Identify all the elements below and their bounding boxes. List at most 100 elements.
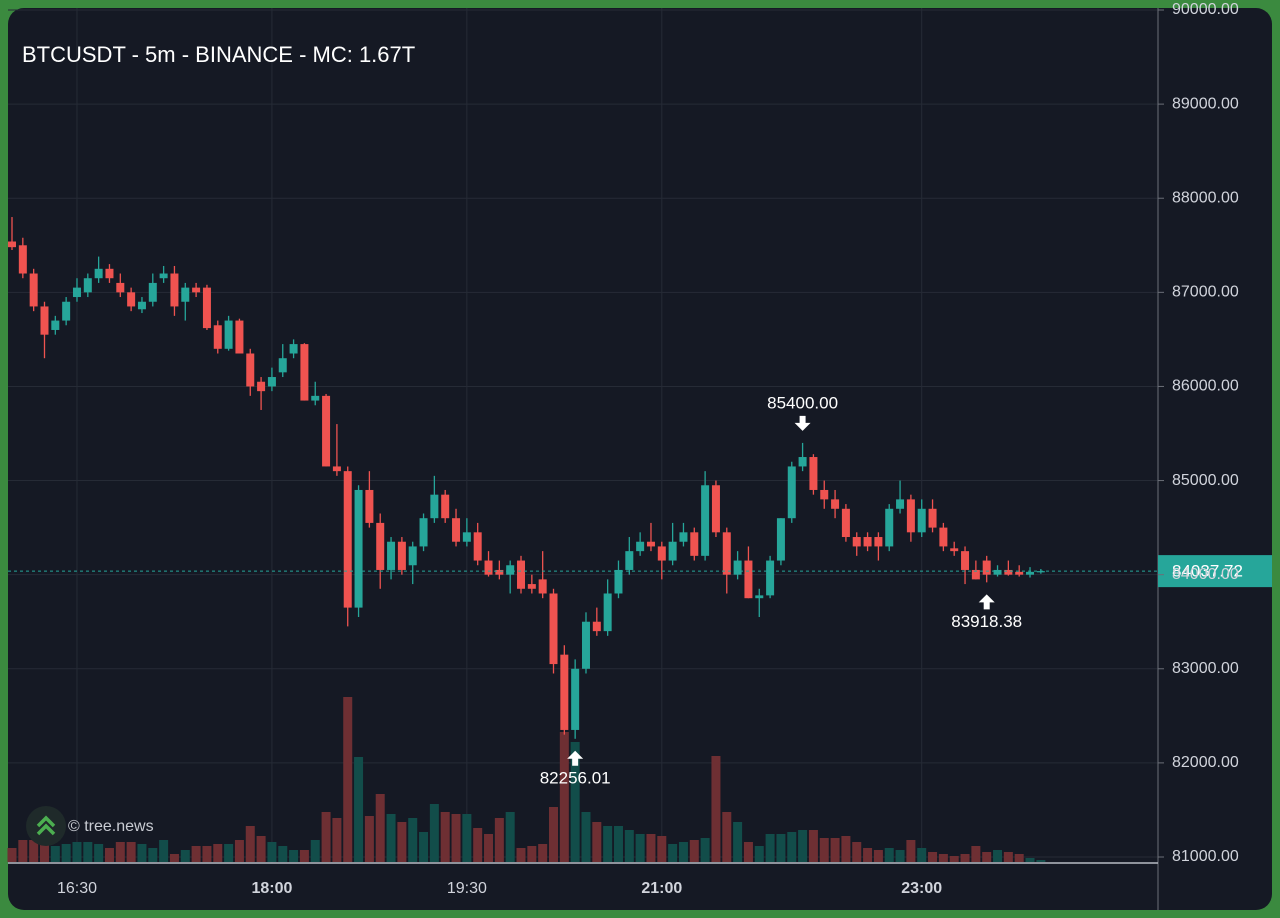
volume-bar — [397, 822, 407, 862]
volume-bar — [1036, 860, 1046, 862]
candle-body — [798, 457, 807, 467]
last-price-label: 84037.72 — [1172, 562, 1243, 581]
candle-body — [625, 551, 634, 570]
volume-bar — [18, 840, 28, 862]
volume-bar — [126, 842, 136, 862]
volume-bar — [559, 732, 569, 862]
volume-bar — [819, 838, 829, 862]
candle-body — [1004, 569, 1013, 575]
candle-body — [105, 268, 114, 279]
volume-bar — [234, 840, 244, 862]
y-tick-label: 89000.00 — [1172, 95, 1239, 112]
x-tick-label: 21:00 — [641, 880, 682, 897]
marker-arrow — [978, 594, 995, 610]
candle-body — [538, 579, 547, 594]
candle-body — [776, 518, 785, 561]
volume-bar — [884, 848, 894, 862]
candle-body — [18, 245, 27, 274]
volume-bar — [364, 816, 374, 862]
volume-bar — [202, 846, 212, 862]
candle-body — [592, 621, 601, 632]
volume-bar — [354, 757, 364, 862]
volume-bar — [386, 814, 396, 862]
candle-body — [213, 325, 222, 349]
volume-bar — [72, 842, 82, 862]
volume-bar — [646, 834, 656, 862]
x-tick-label: 23:00 — [901, 880, 942, 897]
candle-body — [917, 508, 926, 533]
volume-bar — [137, 844, 147, 862]
volume-bar — [938, 854, 948, 862]
volume-bar — [505, 812, 515, 862]
marker-arrow — [567, 750, 584, 766]
candle-body — [928, 508, 937, 528]
candle-body — [603, 593, 612, 632]
volume-bar — [982, 852, 992, 862]
panel — [8, 8, 1272, 910]
marker-label: 82256.01 — [540, 768, 611, 787]
volume-bar — [613, 826, 623, 862]
marker-arrow — [794, 415, 811, 431]
candle-body — [170, 273, 179, 307]
candle-body — [224, 320, 233, 349]
volume-bar — [993, 850, 1003, 862]
volume-bar — [419, 832, 429, 862]
candle-body — [62, 301, 71, 321]
volume-bar — [332, 818, 342, 862]
volume-bar — [1025, 858, 1035, 862]
candle-body — [192, 287, 201, 293]
y-tick-label: 85000.00 — [1172, 472, 1239, 489]
volume-bar — [245, 826, 255, 862]
volume-bar — [104, 848, 114, 862]
candle-body — [668, 541, 677, 561]
watermark: © tree.news — [68, 818, 154, 835]
y-tick-label: 83000.00 — [1172, 660, 1239, 677]
volume-bar — [516, 848, 526, 862]
y-tick-label: 82000.00 — [1172, 754, 1239, 771]
volume-bar — [689, 840, 699, 862]
volume-bar — [917, 848, 927, 862]
y-tick-label: 81000.00 — [1172, 848, 1239, 865]
candle-body — [40, 306, 49, 335]
candle-body — [701, 485, 710, 556]
volume-bar — [581, 812, 591, 862]
candle-body — [462, 532, 471, 542]
y-tick-label: 88000.00 — [1172, 189, 1239, 206]
volume-bar — [787, 832, 797, 862]
candle-body — [72, 287, 81, 298]
x-tick-label: 19:30 — [447, 880, 487, 897]
candle-body — [982, 560, 991, 575]
candle-body — [257, 381, 266, 392]
candle-body — [278, 358, 287, 373]
candle-body — [495, 569, 504, 575]
volume-bar — [549, 807, 558, 862]
volume-bar — [570, 742, 580, 862]
volume-bar — [592, 822, 602, 862]
plot-layer — [8, 217, 1045, 739]
candle-body — [657, 546, 666, 561]
candle-body — [354, 489, 363, 608]
candle-body — [419, 518, 428, 547]
candle-body — [322, 395, 331, 467]
candle-body — [636, 541, 645, 552]
volume-bar — [895, 850, 905, 862]
candle-body — [181, 287, 190, 302]
volume-bar — [906, 840, 916, 862]
candle-body — [549, 593, 558, 665]
candle-body — [906, 499, 915, 533]
volume-bar — [375, 794, 385, 862]
volume-bar — [971, 846, 981, 862]
candle-body — [679, 532, 688, 542]
volume-bar — [278, 846, 288, 862]
volume-bar — [484, 834, 494, 862]
candle-body — [755, 595, 764, 599]
volume-bar — [224, 844, 234, 862]
volume-bar — [603, 826, 613, 862]
volume-bar — [494, 818, 504, 862]
candle-body — [852, 537, 861, 547]
candle-body — [430, 494, 439, 519]
volume-bar — [830, 838, 840, 862]
candle-body — [885, 508, 894, 547]
volume-bar — [115, 842, 125, 862]
